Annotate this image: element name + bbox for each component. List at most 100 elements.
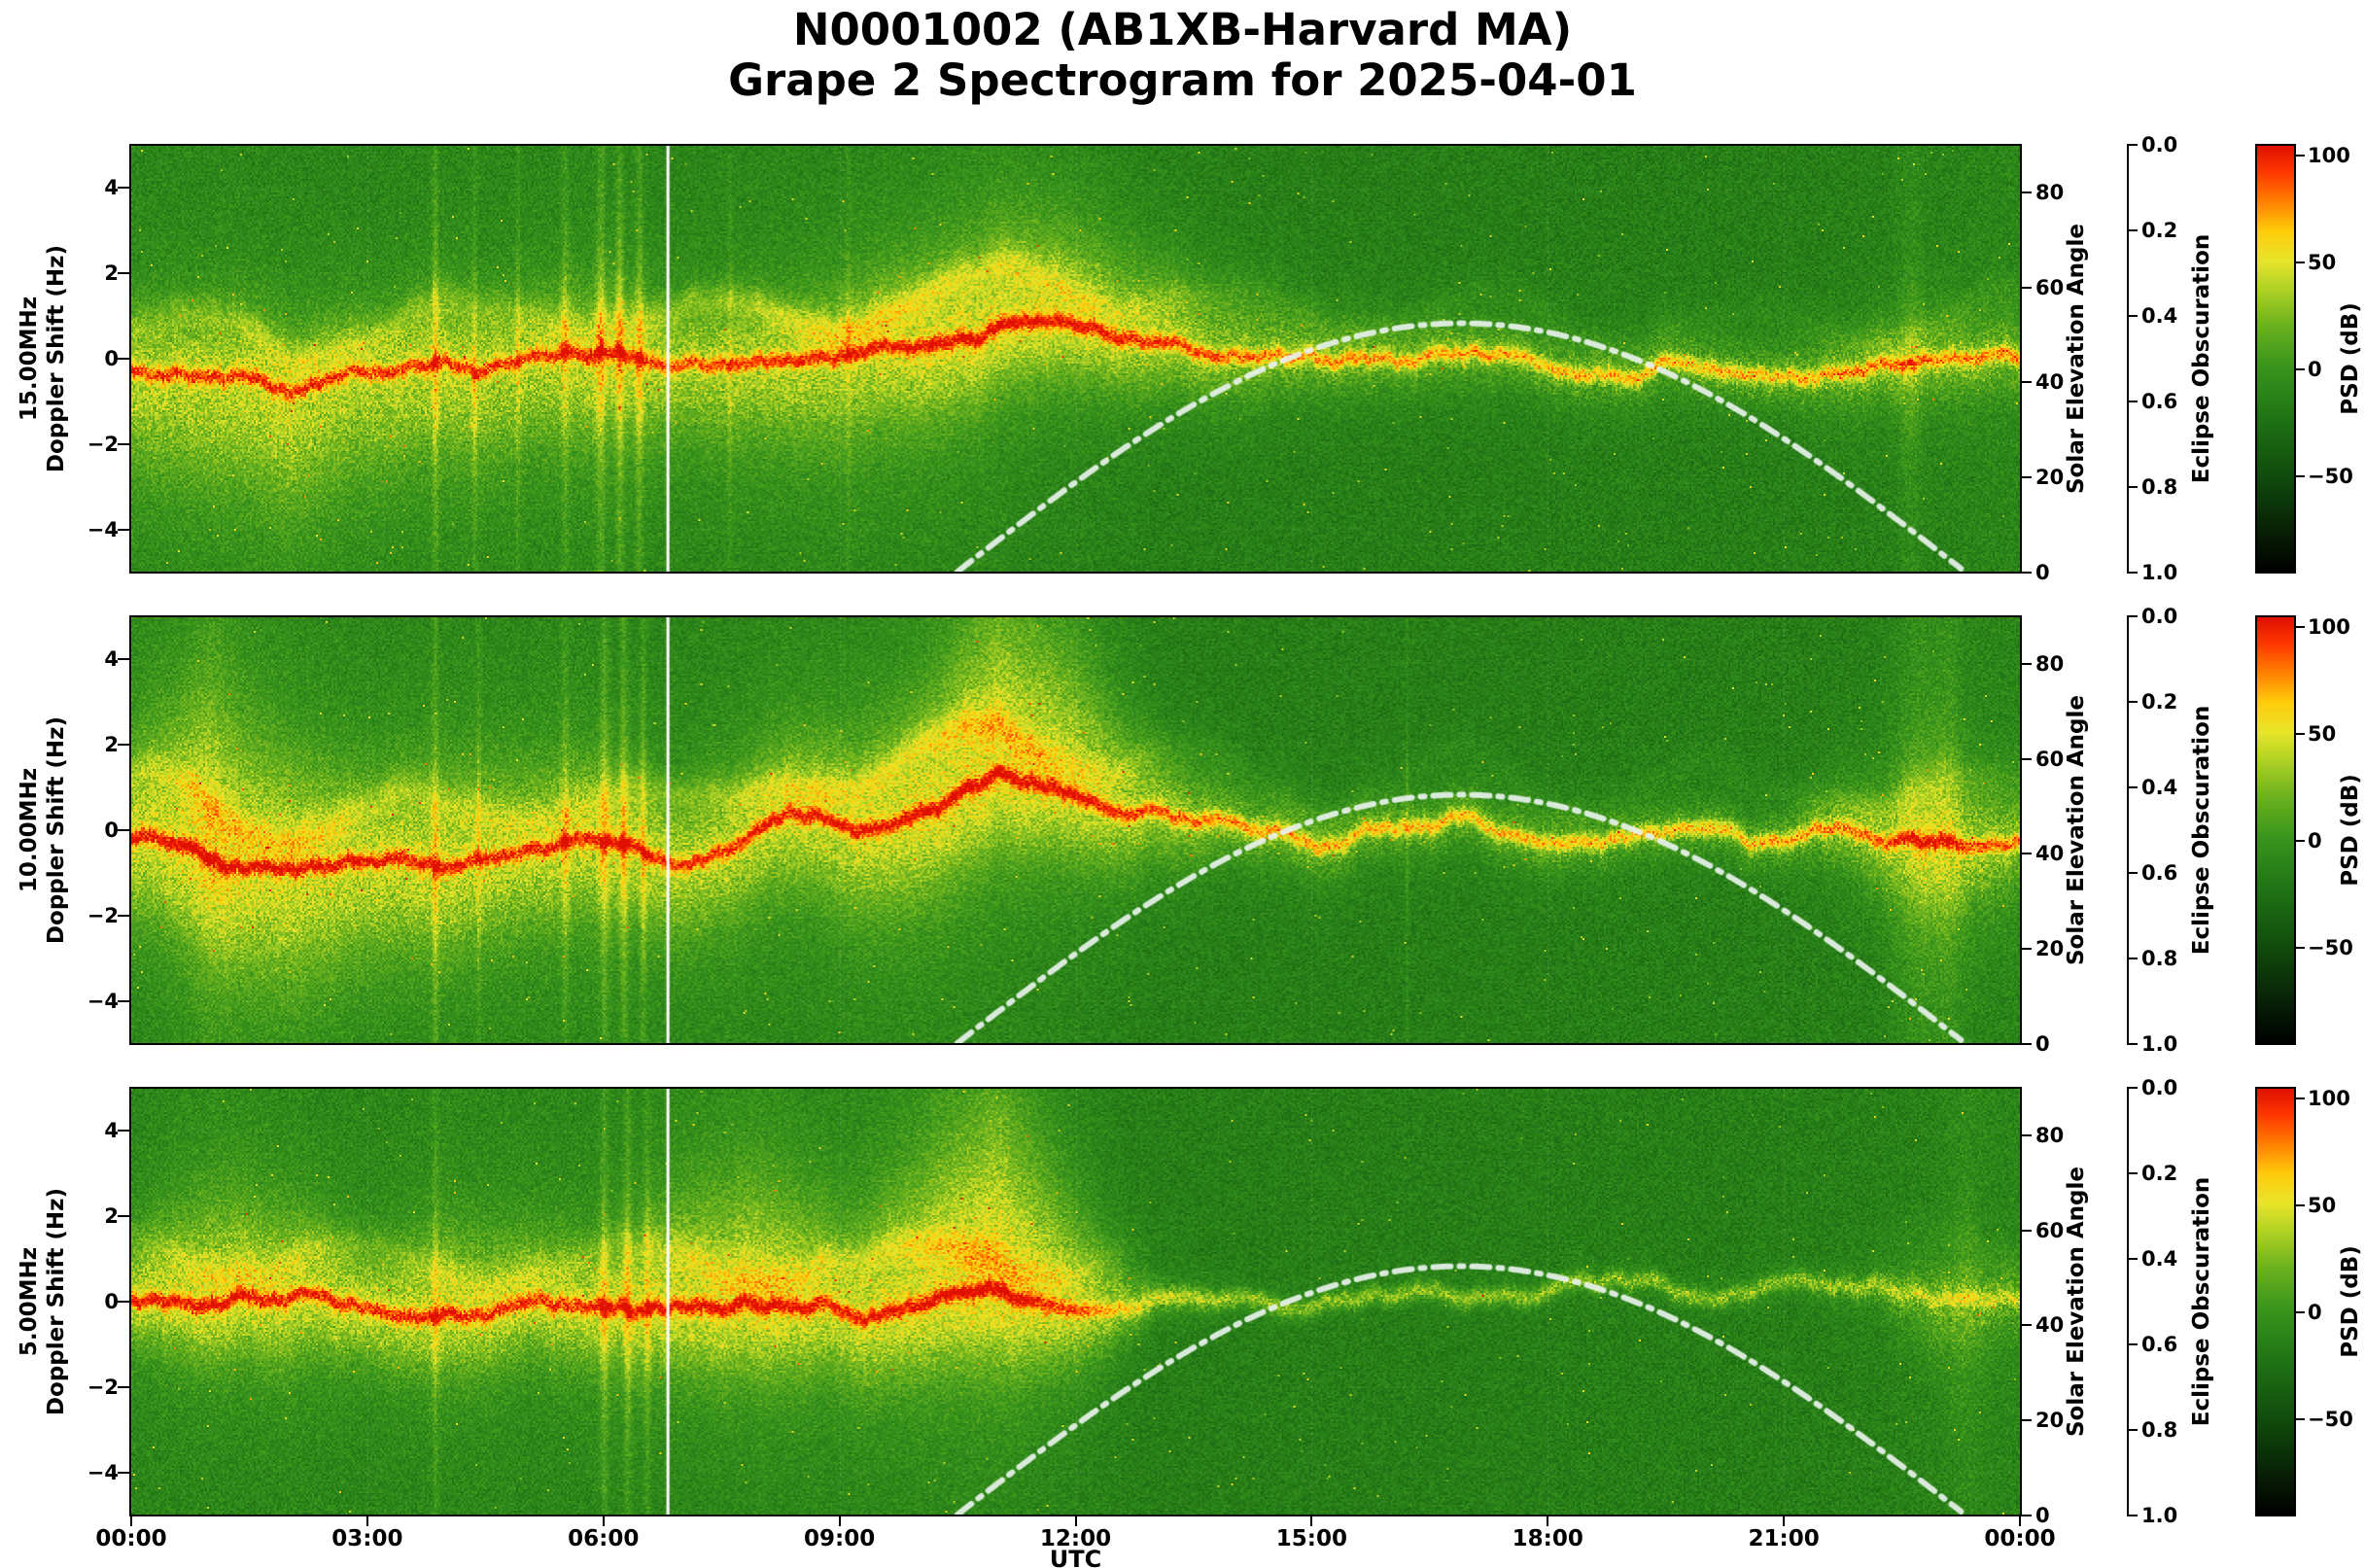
spectrogram-plot-10mhz — [129, 615, 2022, 1045]
x-tick-label: 00:00 — [95, 1526, 167, 1551]
x-tick-mark — [1074, 1516, 1077, 1526]
elevation-tick-label: 20 — [2035, 466, 2065, 490]
frequency-label: 15.00MHz — [17, 296, 42, 422]
colorbar-tick-mark — [2296, 155, 2305, 157]
doppler-tick-mark — [118, 1130, 129, 1132]
x-tick-mark — [2019, 1516, 2021, 1526]
obscuration-tick-mark — [2129, 572, 2138, 574]
elevation-tick-label: 80 — [2035, 1123, 2065, 1147]
x-tick-label: 06:00 — [568, 1526, 640, 1551]
x-tick-label: 15:00 — [1275, 1526, 1347, 1551]
doppler-tick-label: −2 — [87, 433, 119, 456]
figure-title-line2: Grape 2 Spectrogram for 2025-04-01 — [728, 54, 1637, 106]
obscuration-tick-label: 0.6 — [2141, 1333, 2178, 1356]
elevation-tick-mark — [2022, 1133, 2032, 1136]
colorbar-tick-label: −50 — [2308, 1408, 2353, 1431]
elevation-tick-label: 0 — [2035, 1504, 2050, 1527]
x-tick-mark — [1783, 1516, 1786, 1526]
colorbar-tick-mark — [2296, 733, 2305, 735]
colorbar-tick-mark — [2296, 368, 2305, 370]
doppler-tick-mark — [118, 744, 129, 746]
obscuration-tick-label: 0.0 — [2141, 1076, 2178, 1099]
elevation-tick-label: 80 — [2035, 180, 2065, 204]
obscuration-tick-label: 0.2 — [2141, 1162, 2178, 1185]
doppler-tick-label: 4 — [104, 176, 119, 199]
x-tick-mark — [1547, 1516, 1549, 1526]
obscuration-tick-mark — [2129, 1258, 2138, 1260]
colorbar-tick-label: −50 — [2308, 936, 2353, 959]
colorbar-tick-mark — [2296, 1418, 2305, 1420]
obscuration-tick-label: 1.0 — [2141, 1504, 2178, 1527]
panel-5mhz: 5.00MHz Doppler Shift (Hz) Solar Elevati… — [0, 1076, 2365, 1527]
elevation-tick-mark — [2022, 853, 2032, 855]
colorbar-tick-label: −50 — [2308, 465, 2353, 488]
x-axis-title: UTC — [1049, 1546, 1102, 1568]
psd-colorbar — [2255, 1087, 2296, 1516]
elevation-tick-mark — [2022, 1324, 2032, 1327]
doppler-tick-mark — [118, 1472, 129, 1474]
x-tick-label: 00:00 — [1984, 1526, 2056, 1551]
frequency-label: 10.00MHz — [17, 767, 42, 893]
doppler-tick-label: −2 — [87, 904, 119, 927]
obscuration-tick-label: 0.4 — [2141, 776, 2178, 799]
solar-elevation-curve-overlay-10mhz — [131, 617, 2020, 1043]
solar-elevation-curve-overlay-5mhz — [131, 1089, 2020, 1515]
x-tick-mark — [1310, 1516, 1313, 1526]
elevation-tick-mark — [2022, 191, 2032, 193]
eclipse-obscuration-axis-label: Eclipse Obscuration — [2189, 1176, 2214, 1427]
doppler-tick-label: 2 — [104, 733, 119, 756]
elevation-tick-label: 40 — [2035, 842, 2065, 866]
colorbar-tick-mark — [2296, 1098, 2305, 1099]
colorbar-tick-mark — [2296, 840, 2305, 842]
elevation-tick-label: 40 — [2035, 370, 2065, 395]
elevation-tick-label: 20 — [2035, 937, 2065, 961]
colorbar-tick-label: 50 — [2308, 251, 2337, 274]
x-tick-label: 12:00 — [1039, 1526, 1112, 1551]
colorbar-tick-mark — [2296, 947, 2305, 949]
obscuration-tick-mark — [2129, 1087, 2138, 1089]
elevation-tick-label: 40 — [2035, 1313, 2065, 1338]
solar-elevation-axis-label: Solar Elevation Angle — [2064, 695, 2089, 966]
obscuration-tick-label: 0.8 — [2141, 947, 2178, 970]
elevation-tick-mark — [2022, 572, 2032, 574]
eclipse-obscuration-axis-label: Eclipse Obscuration — [2189, 705, 2214, 956]
obscuration-tick-mark — [2129, 958, 2138, 959]
obscuration-tick-label: 0.6 — [2141, 390, 2178, 413]
psd-colorbar — [2255, 144, 2296, 574]
elevation-tick-mark — [2022, 476, 2032, 479]
doppler-tick-label: −4 — [87, 1461, 119, 1484]
spectrogram-plot-15mhz — [129, 144, 2022, 574]
colorbar-tick-label: 0 — [2308, 358, 2322, 381]
panel-15mhz: 15.00MHz Doppler Shift (Hz) Solar Elevat… — [0, 133, 2365, 584]
obscuration-tick-mark — [2129, 872, 2138, 874]
obscuration-tick-label: 0.2 — [2141, 219, 2178, 242]
obscuration-tick-label: 0.2 — [2141, 690, 2178, 714]
doppler-tick-label: 2 — [104, 1204, 119, 1228]
elevation-tick-label: 60 — [2035, 275, 2065, 299]
colorbar-tick-mark — [2296, 626, 2305, 628]
obscuration-tick-label: 0.8 — [2141, 1418, 2178, 1442]
obscuration-tick-mark — [2129, 401, 2138, 402]
obscuration-tick-mark — [2129, 1172, 2138, 1174]
elevation-tick-label: 0 — [2035, 1032, 2050, 1056]
doppler-tick-mark — [118, 1301, 129, 1303]
obscuration-tick-label: 0.0 — [2141, 133, 2178, 157]
doppler-tick-label: 0 — [104, 819, 119, 842]
obscuration-tick-mark — [2129, 1043, 2138, 1045]
doppler-tick-mark — [118, 187, 129, 189]
doppler-tick-label: 0 — [104, 1290, 119, 1313]
colorbar-tick-mark — [2296, 1204, 2305, 1206]
elevation-tick-mark — [2022, 1229, 2032, 1232]
solar-elevation-curve-overlay-15mhz — [131, 146, 2020, 572]
colorbar-tick-mark — [2296, 1311, 2305, 1313]
obscuration-tick-label: 1.0 — [2141, 561, 2178, 584]
x-tick-label: 18:00 — [1512, 1526, 1583, 1551]
x-tick-label: 21:00 — [1748, 1526, 1820, 1551]
obscuration-tick-mark — [2129, 144, 2138, 146]
doppler-tick-label: 4 — [104, 647, 119, 671]
doppler-tick-mark — [118, 529, 129, 531]
doppler-tick-label: 2 — [104, 261, 119, 285]
obscuration-tick-label: 0.6 — [2141, 861, 2178, 885]
elevation-tick-mark — [2022, 1515, 2032, 1516]
